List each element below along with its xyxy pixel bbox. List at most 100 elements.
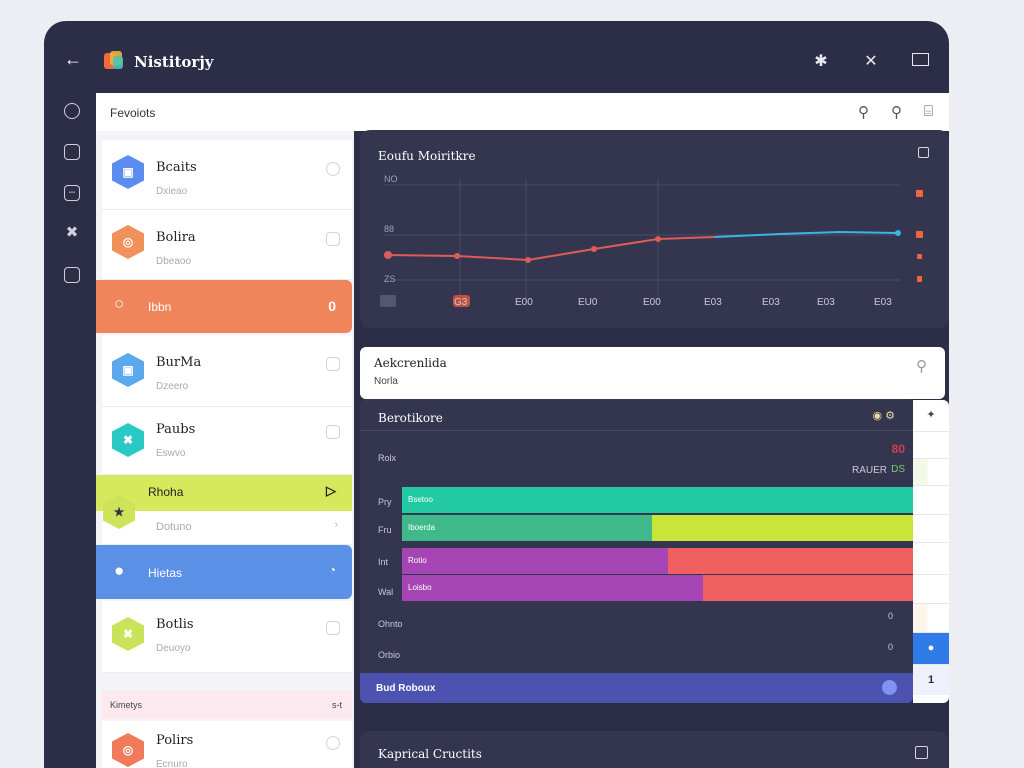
bar-row: Bsetoo [402,487,913,513]
search-label: Fevoiots [110,106,156,120]
bar-chart-card: Berotikore ◉ ⚙ Rolx 80 RAUER DS Pry Bset… [360,399,913,703]
search-card[interactable]: Aekcrenlida Norla ⚲ [360,347,945,399]
row-value: 0 [887,642,893,652]
list-item[interactable]: ✖ Botlis Deuoyo [102,601,352,673]
list-item-active[interactable]: Rhoha ▷ [96,475,352,511]
app-logo [104,51,124,71]
item-checkbox[interactable] [326,621,340,635]
pin-icon[interactable]: ✱ [814,53,828,70]
search-bar[interactable]: Fevoiots ⚲ ⚲ ⌸ [96,93,949,131]
svg-text:E00: E00 [515,297,533,308]
item-subtitle: Dzeero [156,381,189,392]
search-alt-icon[interactable]: ⚲ [890,104,902,121]
svg-text:E03: E03 [817,297,835,308]
svg-text:E03: E03 [874,297,892,308]
item-checkbox[interactable] [326,425,340,439]
chat-bubble-icon: ● [114,561,125,580]
item-icon: ▣ [112,353,144,387]
top-value: 80 [891,442,905,456]
back-arrow-icon[interactable]: ← [64,49,82,69]
page-number[interactable]: 1 [913,665,949,695]
item-title: Bolira [156,230,196,245]
row-value: 0 [887,611,893,621]
bar-row: Iboerda [402,515,913,541]
item-checkbox[interactable] [326,232,340,246]
list-item[interactable]: Dotuno › [102,511,352,545]
bar-row: Loisbo [402,575,913,601]
item-subtitle: Deuoyo [156,643,191,654]
item-subtitle: Eswvo [156,448,186,459]
footer-bar[interactable]: Bud Roboux [360,673,913,703]
section-count: s-t [332,700,342,710]
row-label: Orbio [378,650,401,660]
title-bar: ← Nistitorjy ✱ ✕ [44,21,949,93]
list-item[interactable]: ◎ Polirs Ecnuro [102,721,352,768]
item-checkbox[interactable] [326,162,340,176]
footer-label: Bud Roboux [376,683,436,694]
list-item[interactable]: ✖ Paubs Eswvo [102,407,352,475]
section-label: Rolx [378,453,397,463]
svg-text:E00: E00 [643,297,661,308]
info-button[interactable]: ● [913,633,949,665]
value-label: RAUER [851,465,887,476]
svg-text:EU0: EU0 [578,297,598,308]
list-item[interactable]: ▣ BurMa Dzeero [102,335,352,407]
list-item-active[interactable]: ● Hietas ◔ [96,545,352,599]
item-title: Bcaits [156,160,197,175]
list-item[interactable]: ▣ Bcaits Dxieao [102,140,352,210]
clock-icon[interactable]: ◔ [328,563,336,577]
search-icon[interactable]: ⚲ [916,358,927,375]
item-list: ▣ Bcaits Dxieao ◎ Bolira Dbeaoo ○ Ibbn 0… [96,131,354,768]
search-card-subtitle: Norla [374,376,398,387]
chart-title: Berotikore [378,411,443,425]
app-window: ← Nistitorjy ✱ ✕ – ✖ Fevoiots ⚲ ⚲ ⌸ ▣ Bc… [44,21,949,768]
app-title: Nistitorjy [134,53,214,71]
search-icon[interactable]: ⚲ [857,104,869,121]
item-icon: ✖ [112,423,144,457]
window-icon[interactable] [912,53,929,66]
legend-marker [917,276,922,282]
item-title: Hietas [148,566,183,580]
tools-icon[interactable]: ✖ [65,224,79,241]
row-label: Ohnto [378,619,403,629]
bar-row: Rotio [402,548,913,574]
play-icon[interactable]: ▷ [326,483,336,498]
star-icon[interactable]: ✦ [913,400,949,432]
legend-marker [916,190,923,197]
section-label: Kimetys [110,700,143,710]
expand-icon[interactable] [915,746,928,759]
svg-text:ZS: ZS [384,274,396,284]
item-checkbox[interactable] [326,736,340,750]
item-title: Ibbn [148,300,172,314]
legend-marker [917,254,922,259]
chart-options-icon[interactable]: ◉ ⚙ [872,410,895,422]
device-icon[interactable] [64,267,80,283]
chart-title: Eoufu Moiritkre [378,149,476,163]
expand-icon[interactable] [918,147,929,158]
section-header: Kimetys s-t [102,691,352,719]
item-icon: ✖ [112,617,144,651]
item-icon: ◎ [112,225,144,259]
sparkle-icon[interactable]: ✕ [864,53,878,70]
bookmark-icon[interactable]: ⌸ [923,103,933,120]
svg-text:88: 88 [384,224,394,234]
card-title: Kaprical Cructits [378,747,482,761]
item-icon: ▣ [112,155,144,189]
list-item-active[interactable]: ○ Ibbn 0 [96,280,352,333]
svg-text:NO: NO [384,174,398,184]
book-icon[interactable] [64,144,80,160]
item-subtitle: Dxieao [156,186,188,197]
chat-icon[interactable] [64,103,80,119]
item-title: Rhoha [148,485,184,499]
chat-icon[interactable] [882,680,897,695]
item-icon: ◎ [112,733,144,767]
item-checkbox[interactable] [326,357,340,371]
list-item[interactable]: ◎ Bolira Dbeaoo [102,210,352,280]
item-title: Polirs [156,733,194,748]
icon-rail: – ✖ [44,93,96,768]
item-subtitle: Ecnuro [156,759,188,768]
arrow-icon: › [334,519,338,531]
legend-marker [916,231,923,238]
bottom-card: Kaprical Cructits [360,731,948,768]
document-icon[interactable]: – [64,185,80,201]
